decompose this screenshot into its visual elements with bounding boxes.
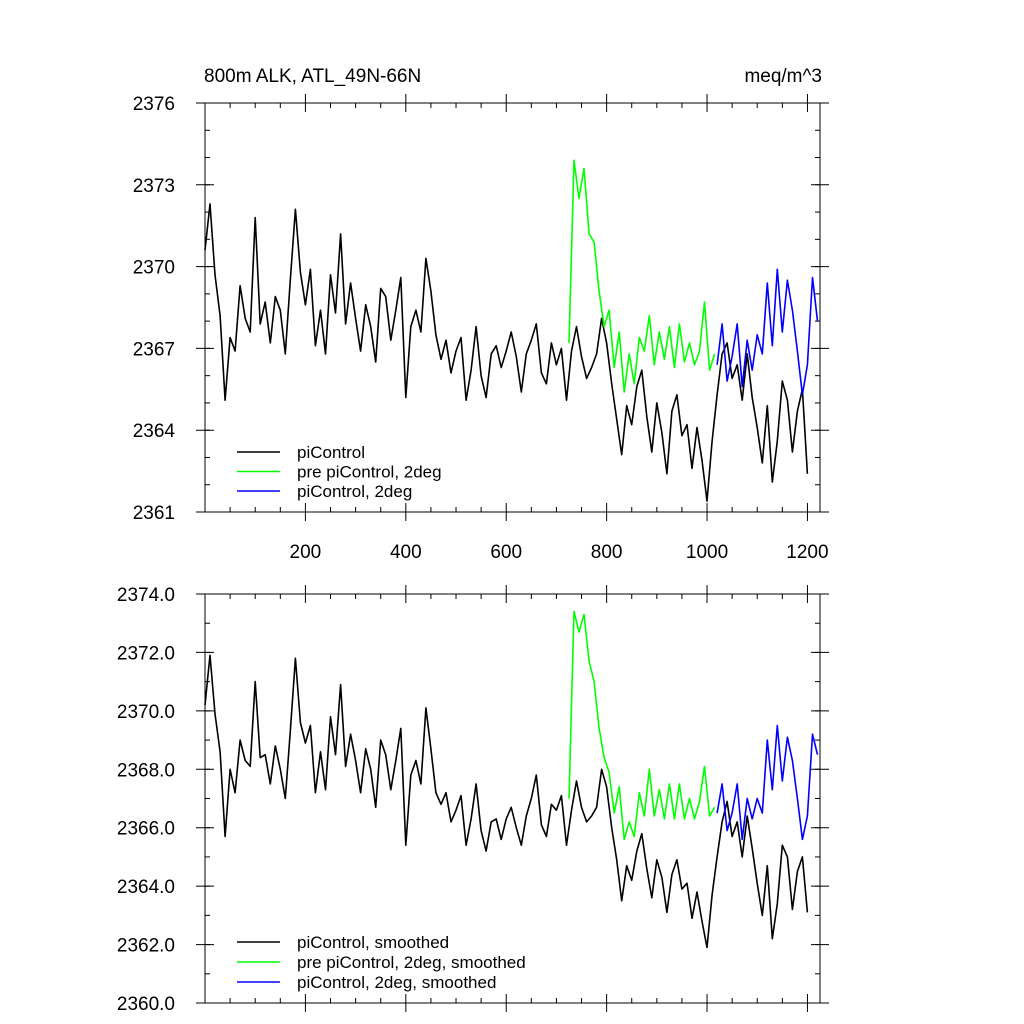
legend-label: piControl, 2deg, smoothed (297, 973, 496, 992)
figure-title: 800m ALK, ATL_49N-66N (204, 66, 421, 87)
legend-label: pre piControl, 2deg, smoothed (297, 953, 526, 972)
series-line-picontrol-smoothed (204, 654, 809, 949)
x-tick-label: 600 (490, 542, 522, 563)
series-line-pre-picontrol-2deg-smoothed (568, 610, 716, 841)
bottom-panel: 2360.0 2362.0 2364.0 2366.0 2368.0 2370.0 2372… (117, 585, 829, 1015)
x-tick-label: 1000 (686, 542, 728, 563)
series-line-picontrol-2deg-smoothed (716, 724, 819, 841)
x-tick-label: 400 (390, 542, 422, 563)
y-tick-label: 2366.0 (117, 819, 175, 840)
y-tick-label: 2362.0 (117, 936, 175, 957)
y-tick-label: 2370.0 (117, 702, 175, 723)
x-tick-label: 800 (591, 542, 623, 563)
y-tick-label: 2364.0 (117, 877, 175, 898)
x-axis-ticks (229, 585, 808, 1012)
y-tick-label: 2376 (133, 94, 175, 115)
legend-label: piControl, 2deg (297, 482, 412, 501)
x-axis-ticks (229, 94, 808, 521)
x-tick-label: 1200 (786, 542, 828, 563)
series-line-picontrol-2deg (716, 268, 819, 396)
y-tick-label: 2373 (133, 176, 175, 197)
series-line-pre-picontrol-2deg (568, 159, 716, 393)
y-tick-label: 2367 (133, 339, 175, 360)
units-label: meq/m^3 (744, 66, 822, 87)
plot-frame (204, 102, 821, 513)
legend-label: piControl (297, 443, 365, 462)
series-line-picontrol (204, 203, 809, 502)
legend-label: pre piControl, 2deg (297, 463, 442, 482)
legend-label: piControl, smoothed (297, 933, 449, 952)
y-axis-ticks (196, 593, 829, 1004)
y-tick-label: 2372.0 (117, 643, 175, 664)
y-tick-label: 2370 (133, 258, 175, 279)
y-tick-label: 2360.0 (117, 994, 175, 1015)
x-tick-label: 200 (290, 542, 322, 563)
y-tick-label: 2368.0 (117, 760, 175, 781)
y-tick-label: 2364 (133, 421, 176, 442)
y-tick-label: 2374.0 (117, 585, 175, 606)
y-axis-ticks (196, 102, 829, 513)
top-panel: 2361 2364 2367 2370 2373 2376 200 400 600 800 1000… (133, 94, 829, 563)
y-tick-label: 2361 (133, 503, 175, 524)
